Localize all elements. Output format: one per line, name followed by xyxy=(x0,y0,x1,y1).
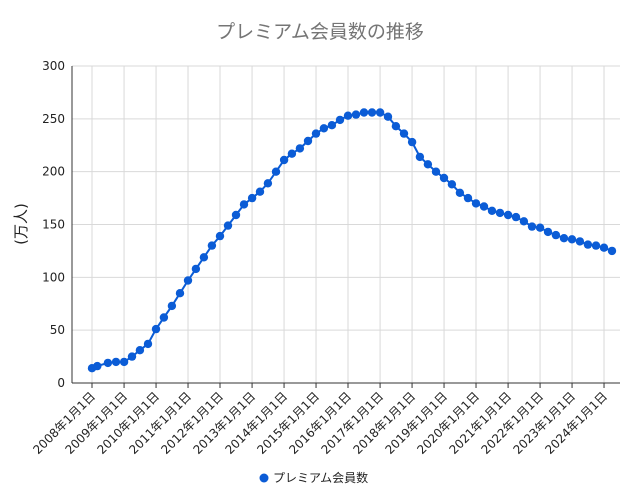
data-point[interactable] xyxy=(447,180,457,189)
data-point[interactable] xyxy=(207,241,217,250)
data-point[interactable] xyxy=(175,289,185,298)
axes xyxy=(71,66,620,388)
data-point[interactable] xyxy=(311,129,321,138)
data-point[interactable] xyxy=(127,352,137,361)
data-point[interactable] xyxy=(559,234,569,243)
y-tick-labels: 0 50 100 150 200 250 300 xyxy=(42,59,65,390)
data-point[interactable] xyxy=(351,110,361,119)
data-point[interactable] xyxy=(319,124,329,133)
data-point[interactable] xyxy=(103,358,113,368)
data-point[interactable] xyxy=(191,264,201,274)
data-point[interactable] xyxy=(399,129,409,138)
y-tick-label: 150 xyxy=(42,218,65,232)
data-point[interactable] xyxy=(135,346,145,355)
data-point[interactable] xyxy=(527,222,537,231)
y-tick-label: 200 xyxy=(42,165,65,179)
data-point[interactable] xyxy=(607,246,617,256)
data-point[interactable] xyxy=(93,361,102,371)
data-point[interactable] xyxy=(359,108,369,117)
data-point[interactable] xyxy=(271,167,281,176)
data-point[interactable] xyxy=(367,108,377,117)
data-point[interactable] xyxy=(575,237,585,246)
data-point[interactable] xyxy=(215,231,225,241)
data-point[interactable] xyxy=(375,108,385,117)
data-point[interactable] xyxy=(391,122,401,131)
data-point[interactable] xyxy=(183,276,193,285)
data-point[interactable] xyxy=(167,301,177,311)
data-point[interactable] xyxy=(551,230,561,240)
data-point[interactable] xyxy=(543,227,553,237)
data-point[interactable] xyxy=(495,208,505,218)
data-point[interactable] xyxy=(263,179,273,188)
data-point[interactable] xyxy=(535,223,545,232)
legend-label: プレミアム会員数 xyxy=(273,470,368,485)
data-point[interactable] xyxy=(327,121,337,130)
data-point[interactable] xyxy=(423,160,433,169)
y-tick-label: 0 xyxy=(57,376,65,390)
data-point[interactable] xyxy=(431,167,441,176)
data-point[interactable] xyxy=(503,210,513,220)
data-point[interactable] xyxy=(151,324,161,334)
data-point[interactable] xyxy=(343,111,353,120)
data-point[interactable] xyxy=(255,187,265,196)
legend-marker xyxy=(259,473,269,483)
data-point[interactable] xyxy=(383,112,393,121)
data-point[interactable] xyxy=(519,217,529,226)
y-tick-label: 50 xyxy=(50,323,65,337)
data-point[interactable] xyxy=(479,202,489,211)
data-point[interactable] xyxy=(583,240,593,249)
y-tick-label: 250 xyxy=(42,112,65,126)
gridlines xyxy=(72,65,620,383)
y-tick-label: 300 xyxy=(42,59,65,73)
data-point[interactable] xyxy=(511,212,521,222)
data-point[interactable] xyxy=(223,221,233,230)
data-point[interactable] xyxy=(335,115,345,125)
y-axis-label: (万人) xyxy=(12,203,30,245)
legend[interactable]: プレミアム会員数 xyxy=(259,470,369,485)
data-point[interactable] xyxy=(247,193,257,203)
data-point[interactable] xyxy=(287,149,297,158)
data-point[interactable] xyxy=(111,357,121,367)
data-point[interactable] xyxy=(463,193,473,203)
data-point[interactable] xyxy=(591,241,601,250)
data-point[interactable] xyxy=(119,357,129,367)
series-layer xyxy=(87,108,617,373)
data-point[interactable] xyxy=(159,313,169,322)
chart-title: プレミアム会員数の推移 xyxy=(216,21,424,43)
data-point[interactable] xyxy=(239,200,249,209)
data-point[interactable] xyxy=(143,339,153,349)
data-point[interactable] xyxy=(599,243,609,252)
data-point[interactable] xyxy=(471,199,481,208)
data-point[interactable] xyxy=(303,136,313,146)
data-point[interactable] xyxy=(567,235,577,244)
data-point[interactable] xyxy=(199,253,209,262)
data-point[interactable] xyxy=(487,206,497,215)
data-point[interactable] xyxy=(279,155,289,165)
y-tick-label: 100 xyxy=(42,270,65,284)
x-tick-labels: 2008年1月1日2009年1月1日2010年1月1日2011年1月1日2012… xyxy=(30,389,610,457)
data-point[interactable] xyxy=(415,152,425,162)
data-point[interactable] xyxy=(231,210,241,220)
data-point[interactable] xyxy=(407,137,417,147)
data-point[interactable] xyxy=(455,188,465,197)
data-point[interactable] xyxy=(295,144,305,153)
data-point[interactable] xyxy=(439,173,449,183)
